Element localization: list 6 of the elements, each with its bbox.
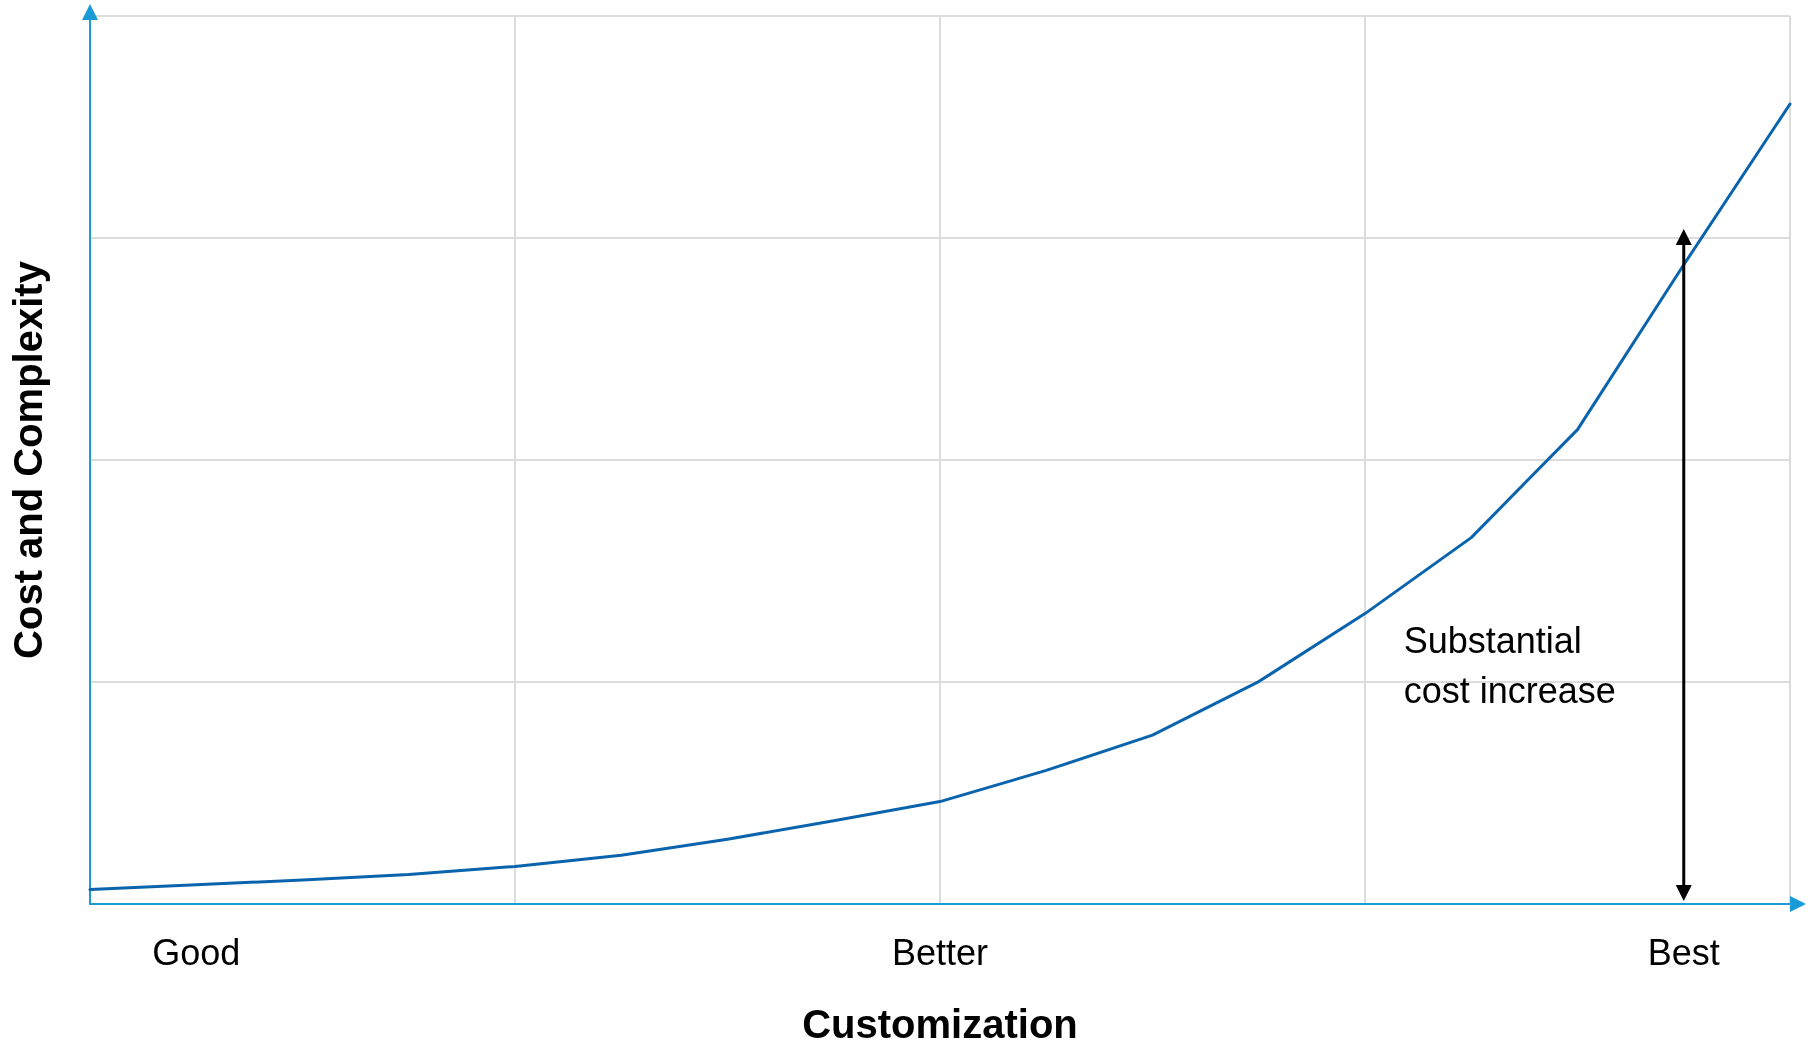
y-axis-title: Cost and Complexity — [6, 260, 50, 659]
x-tick-label: Best — [1647, 931, 1720, 973]
x-tick-label: Better — [891, 931, 989, 973]
x-axis-title: Customization — [802, 1002, 1078, 1046]
x-tick-label: Good — [152, 931, 241, 973]
annotation: Substantial cost increase — [1403, 619, 1616, 711]
